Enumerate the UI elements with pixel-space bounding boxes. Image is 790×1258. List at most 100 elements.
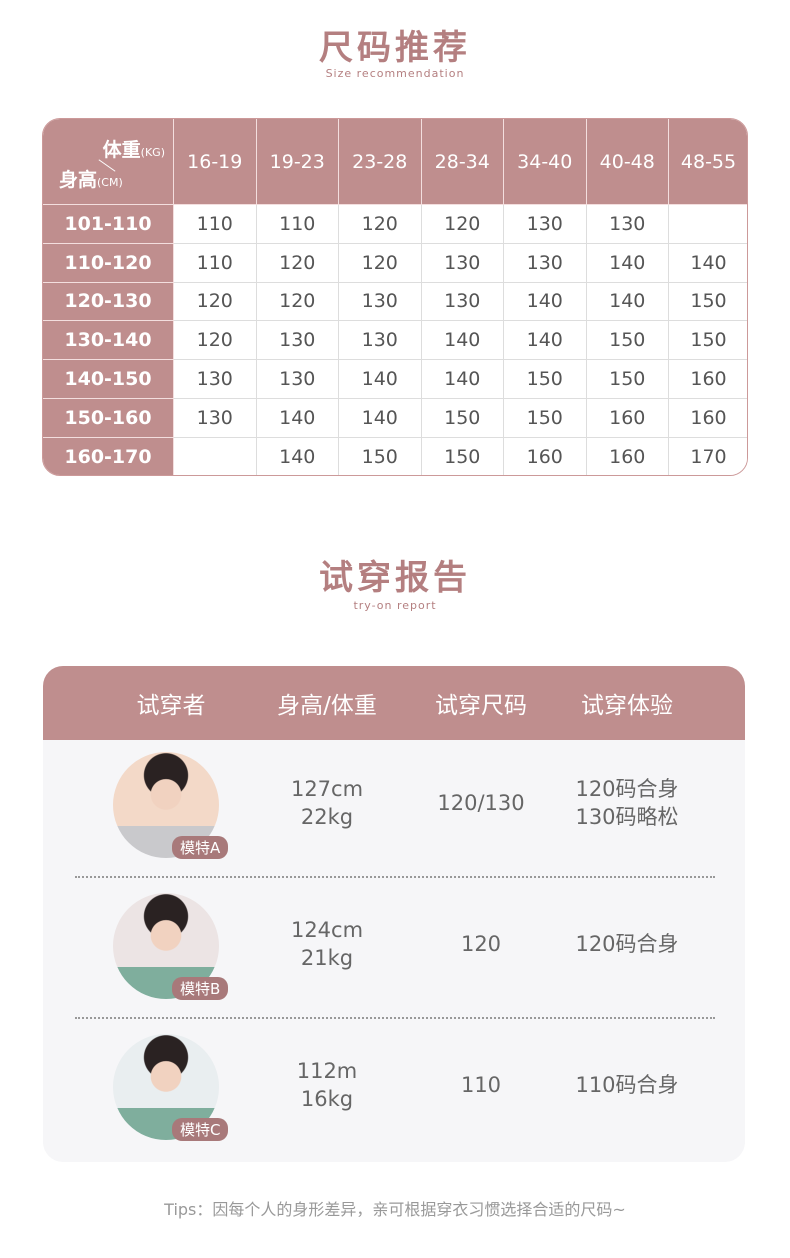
size-cell: 120 [174,321,257,361]
tryon-report: 试穿者 身高/体重 试穿尺码 试穿体验 模特A 127cm 22kg 120/13… [43,666,745,1162]
model-height: 124cm [290,918,364,942]
size-cell: 170 [669,437,747,475]
size-cell: 120 [339,243,422,283]
size-cell: 120 [174,282,257,322]
size-cell: 140 [256,437,339,475]
weight-header: 28-34 [421,119,504,205]
size-cell: 130 [421,282,504,322]
report-title: 试穿报告 [319,558,471,598]
size-title: 尺码推荐 [319,28,471,68]
weight-header: 19-23 [256,119,339,205]
size-cell: 160 [669,360,747,399]
size-cell: 140 [421,360,504,399]
experience-line: 120码合身 [575,932,679,956]
model-size: 120 [460,932,502,956]
size-cell: 130 [174,398,257,438]
size-cell: 130 [421,243,504,283]
size-cell: 150 [421,437,504,475]
size-cell: 160 [586,398,669,438]
weight-header: 40-48 [586,119,669,205]
size-cell: 120 [421,205,504,244]
size-subtitle: Size recommendation [325,67,465,80]
report-header: 试穿者 身高/体重 试穿尺码 试穿体验 [43,666,745,740]
model-row: 模特A 127cm 22kg 120/130 120码合身 130码略松 [43,740,745,880]
size-cell: 140 [421,321,504,361]
weight-header: 16-19 [174,119,257,205]
height-range: 140-150 [43,360,174,399]
height-range: 130-140 [43,321,174,361]
model-weight: 16kg [300,1087,354,1111]
size-cell: 140 [586,243,669,283]
model-height-weight: 127cm 22kg [291,775,363,831]
model-weight: 21kg [300,946,354,970]
model-experience: 120码合身 130码略松 [575,775,678,831]
model-tag: 模特B [172,977,229,1000]
size-cell: 130 [504,205,587,244]
size-cell: 140 [669,243,747,283]
model-height: 112m [296,1059,358,1083]
model-experience: 110码合身 [575,1071,678,1099]
model-height-weight: 112m 16kg [297,1057,358,1113]
size-cell: 150 [504,398,587,438]
size-cell: 130 [504,243,587,283]
size-cell: 150 [669,282,747,322]
size-cell: 120 [256,243,339,283]
model-experience: 120码合身 [575,930,678,958]
model-row: 模特B 124cm 21kg 120 120码合身 [43,881,745,1021]
weight-header: 48-55 [669,119,747,205]
model-size: 110 [460,1073,502,1097]
header-experience: 试穿体验 [581,693,673,719]
model-tag: 模特A [172,836,229,859]
size-cell: 130 [339,321,422,361]
height-unit: (CM) [97,176,123,189]
weight-header: 23-28 [339,119,422,205]
model-row: 模特C 112m 16kg 110 110码合身 [43,1022,745,1162]
size-table: 体重(KG) 身高(CM) 16-19 19-23 23-28 28-34 34-40 40-… [42,118,748,476]
experience-line: 130码略松 [575,805,679,829]
size-cell [174,437,257,475]
size-cell: 150 [421,398,504,438]
height-range: 120-130 [43,282,174,322]
size-cell: 130 [256,321,339,361]
size-cell: 120 [256,282,339,322]
size-cell: 130 [174,360,257,399]
dotted-divider [75,1017,715,1019]
size-cell: 140 [339,398,422,438]
weight-label: 体重 [102,139,141,161]
header-size: 试穿尺码 [435,693,527,719]
size-cell: 130 [586,205,669,244]
size-cell [669,205,747,244]
height-label: 身高 [59,169,98,191]
weight-header: 34-40 [504,119,587,205]
experience-line: 120码合身 [575,777,679,801]
size-cell: 120 [339,205,422,244]
size-cell: 160 [669,398,747,438]
size-cell: 150 [339,437,422,475]
height-range: 150-160 [43,398,174,438]
size-cell: 130 [339,282,422,322]
model-height-weight: 124cm 21kg [291,916,363,972]
size-cell: 160 [586,437,669,475]
size-cell: 140 [504,282,587,322]
weight-unit: (KG) [140,146,165,159]
size-cell: 130 [256,360,339,399]
experience-line: 110码合身 [575,1073,679,1097]
size-cell: 160 [504,437,587,475]
tips: Tips：因每个人的身形差异，亲可根据穿衣习惯选择合适的尺码~ [164,1200,626,1219]
model-weight: 22kg [300,805,354,829]
size-cell: 150 [504,360,587,399]
corner-header: 体重(KG) 身高(CM) [43,119,174,205]
size-cell: 150 [669,321,747,361]
size-cell: 140 [256,398,339,438]
size-cell: 110 [174,243,257,283]
report-subtitle: try-on report [353,599,437,612]
size-cell: 150 [586,360,669,399]
size-cell: 110 [256,205,339,244]
model-tag: 模特C [172,1118,229,1141]
height-range: 160-170 [43,437,174,475]
model-height: 127cm [290,777,364,801]
height-range: 110-120 [43,243,174,283]
size-cell: 140 [586,282,669,322]
height-range: 101-110 [43,205,174,244]
model-size: 120/130 [437,791,525,815]
